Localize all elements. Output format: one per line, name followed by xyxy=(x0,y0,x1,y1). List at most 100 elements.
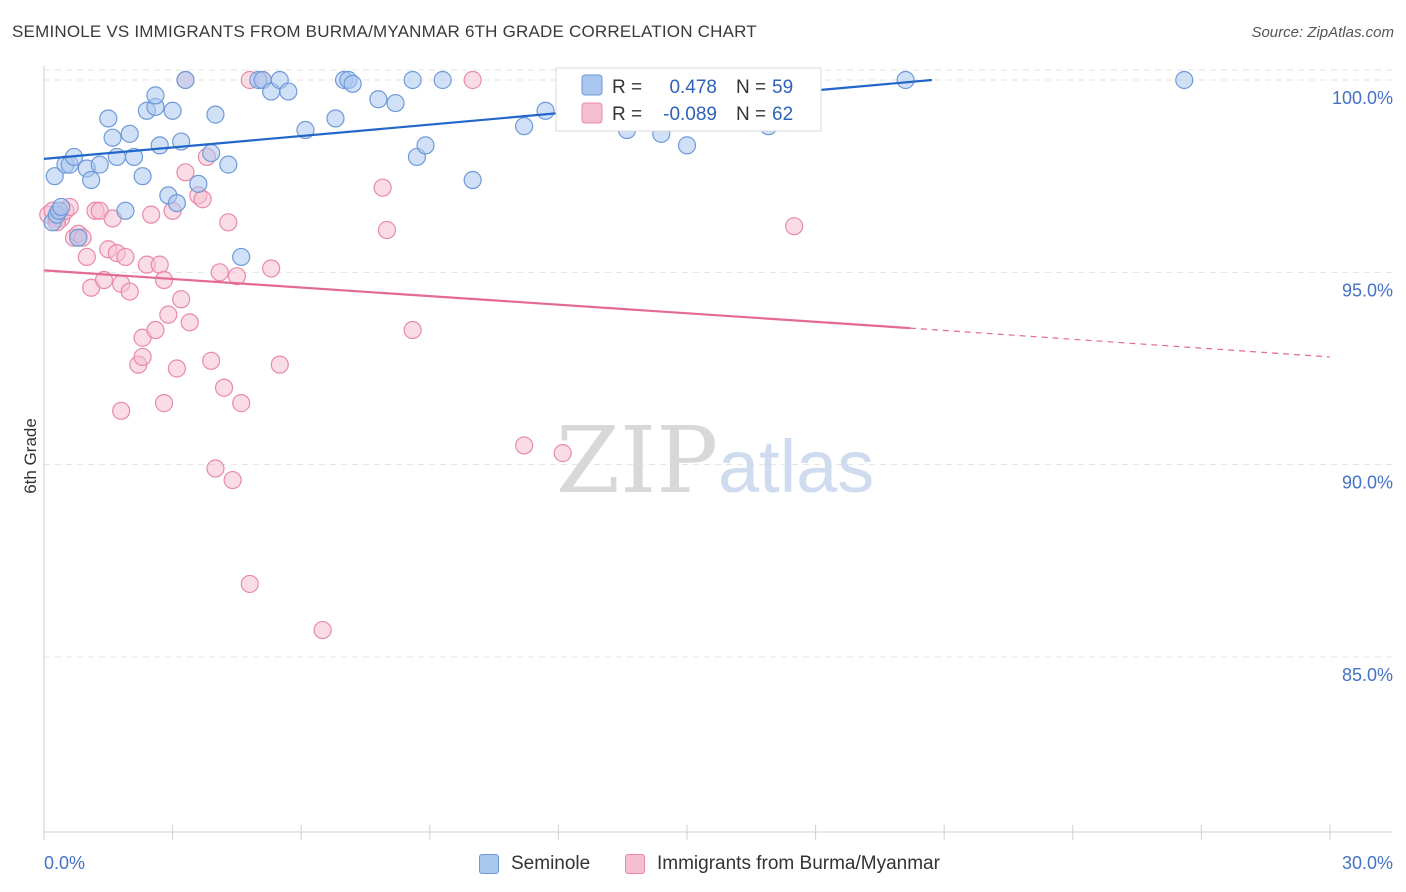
immigrants-point xyxy=(77,247,96,267)
immigrants-point xyxy=(227,267,246,286)
immigrants-point xyxy=(373,178,392,197)
y-tick-label: 95.0% xyxy=(1342,280,1393,300)
immigrants-point xyxy=(193,190,212,209)
stats-legend-swatch-seminole xyxy=(581,74,603,96)
seminole-point xyxy=(219,155,238,174)
immigrants-point xyxy=(154,394,174,413)
seminole-point xyxy=(206,105,225,124)
source-label: Source: ZipAtlas.com xyxy=(1251,24,1394,41)
immigrants-point xyxy=(463,70,482,90)
seminole-point xyxy=(536,101,555,120)
seminole-point xyxy=(1175,70,1194,90)
immigrants-point xyxy=(176,163,195,182)
immigrants-point xyxy=(167,359,186,378)
immigrants-point xyxy=(403,320,422,340)
seminole-point xyxy=(150,136,169,155)
seminole-point xyxy=(515,117,534,136)
x-tick-label-min: 0.0% xyxy=(44,853,85,873)
immigrants-point xyxy=(553,444,572,463)
seminole-point xyxy=(232,247,251,267)
seminole-point xyxy=(116,201,135,220)
stats-legend-r-value-seminole: 0.478 xyxy=(669,77,717,98)
immigrants-point xyxy=(223,470,242,490)
stats-legend-n-label-immigrants: N = xyxy=(736,104,766,125)
stats-legend-r-label-immigrants: R = xyxy=(612,104,642,125)
seminole-point xyxy=(52,197,71,217)
immigrants-point xyxy=(146,320,165,340)
stats-legend-n-value-seminole: 59 xyxy=(772,77,793,98)
immigrants-point xyxy=(262,259,281,278)
seminole-point xyxy=(176,70,195,90)
stats-legend-r-value-immigrants: -0.089 xyxy=(663,104,717,125)
immigrants-point xyxy=(142,205,161,224)
immigrants-point xyxy=(154,270,174,290)
seminole-point xyxy=(896,70,915,90)
immigrants-point xyxy=(240,574,259,594)
watermark-atlas: atlas xyxy=(718,425,874,508)
y-tick-label: 100.0% xyxy=(1332,88,1393,108)
seminole-point xyxy=(45,167,64,186)
seminole-point xyxy=(463,170,482,190)
seminole-point xyxy=(202,143,221,163)
seminole-point xyxy=(120,124,139,143)
seminole-point xyxy=(163,101,182,120)
immigrants-point xyxy=(159,305,178,324)
chart-title: SEMINOLE VS IMMIGRANTS FROM BURMA/MYANMA… xyxy=(12,22,757,41)
immigrants-trend-line xyxy=(43,269,910,330)
immigrants-point xyxy=(515,436,534,455)
immigrants-point xyxy=(206,459,225,478)
immigrants-point xyxy=(120,282,139,301)
immigrants-point xyxy=(270,355,289,374)
y-tick-label: 90.0% xyxy=(1342,473,1393,493)
immigrants-point xyxy=(180,313,199,332)
immigrants-point xyxy=(214,378,234,397)
seminole-point xyxy=(99,109,118,128)
seminole-point xyxy=(403,70,422,90)
seminole-point xyxy=(133,167,152,186)
bottom-legend-seminole: Seminole xyxy=(479,852,590,876)
immigrants-point xyxy=(133,347,152,367)
seminole-point xyxy=(369,90,388,109)
stats-legend-n-value-immigrants: 62 xyxy=(772,104,793,125)
seminole-point xyxy=(124,147,144,167)
immigrants-point xyxy=(377,220,397,240)
immigrants-point xyxy=(172,290,191,309)
immigrants-point xyxy=(150,255,169,274)
seminole-swatch xyxy=(479,854,499,874)
series-seminole-points xyxy=(43,70,1194,267)
stats-legend: R = 0.478 N = 59 R = -0.089 N = 62 xyxy=(555,67,822,132)
immigrants-point xyxy=(219,213,238,232)
stats-legend-r-label-seminole: R = xyxy=(612,77,642,98)
seminole-point xyxy=(69,228,88,247)
immigrants-point xyxy=(313,620,332,640)
bottom-legend-immigrants: Immigrants from Burma/Myanmar xyxy=(625,852,940,876)
seminole-point xyxy=(146,86,165,105)
watermark: ZIP atlas xyxy=(556,407,874,514)
immigrants-point xyxy=(202,351,221,370)
immigrants-point xyxy=(112,401,131,420)
immigrants-swatch xyxy=(625,854,645,874)
y-axis-title: 6th Grade xyxy=(21,418,40,494)
grid-layer xyxy=(44,69,1392,658)
watermark-zip: ZIP xyxy=(556,407,718,514)
immigrants-point xyxy=(232,394,251,413)
seminole-point xyxy=(677,136,697,155)
y-tick-label: 85.0% xyxy=(1342,665,1393,685)
stats-legend-swatch-immigrants xyxy=(581,102,603,124)
seminole-legend-label: Seminole xyxy=(511,853,591,874)
axis-layer xyxy=(43,66,1392,840)
seminole-point xyxy=(189,174,208,193)
immigrants-point xyxy=(210,263,229,282)
seminole-point xyxy=(343,74,362,93)
immigrants-point xyxy=(116,247,135,267)
seminole-point xyxy=(326,109,345,128)
stats-legend-n-label-seminole: N = xyxy=(736,77,766,98)
seminole-point xyxy=(167,193,186,213)
seminole-point xyxy=(279,82,298,101)
immigrants-legend-label: Immigrants from Burma/Myanmar xyxy=(657,853,940,874)
immigrants-trend-extension xyxy=(909,327,1331,358)
seminole-point xyxy=(103,128,122,147)
seminole-point xyxy=(433,70,452,90)
x-tick-label-max: 30.0% xyxy=(1342,853,1393,873)
